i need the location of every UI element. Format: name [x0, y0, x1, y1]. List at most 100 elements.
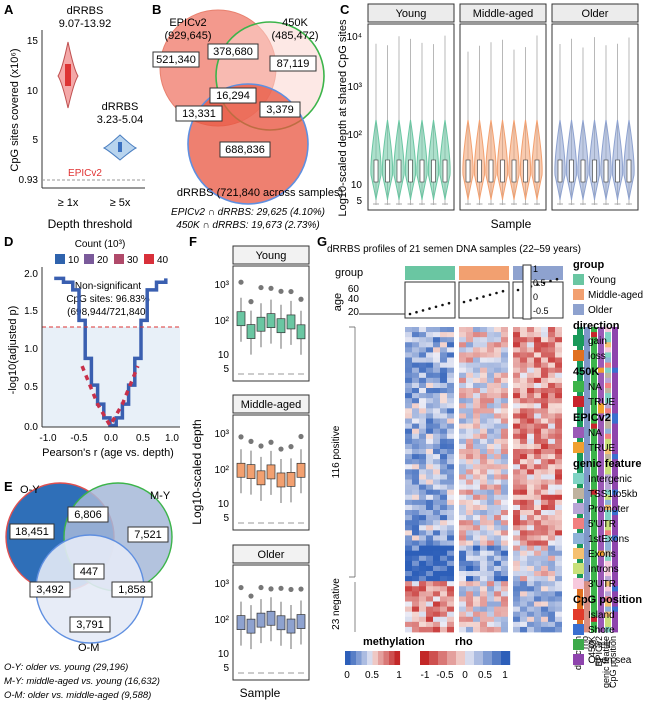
g-ann-rho — [584, 337, 590, 343]
g-heat-cell — [534, 454, 541, 460]
g-ann-epicv2 — [598, 464, 604, 470]
g-heat-cell — [447, 540, 454, 546]
g-heat-cell — [405, 535, 412, 541]
g-heat-cell — [466, 565, 473, 572]
g-heat-cell — [405, 571, 412, 577]
g-ann-rho — [584, 535, 590, 541]
c-ylabel: Log10-scaled depth at shared CpG sites — [337, 19, 349, 216]
g-ann-direction — [577, 499, 583, 506]
g-ann-epicv2 — [598, 352, 604, 358]
g-heat-cell — [426, 515, 433, 521]
g-ann-450k — [591, 393, 597, 399]
g-ann-genic — [605, 459, 611, 465]
c-box — [396, 159, 402, 183]
g-heat-cell — [466, 408, 473, 414]
g-heat-cell — [555, 408, 562, 414]
c-box — [557, 159, 563, 183]
g-ann-450k — [591, 454, 597, 460]
g-ann-direction — [577, 362, 583, 369]
g-heat-cell — [459, 382, 466, 389]
g-age-point — [428, 307, 431, 310]
f-outlier — [238, 434, 244, 440]
g-ann-450k — [591, 362, 597, 369]
g-heat-cell — [534, 479, 541, 485]
g-heat-cell — [501, 459, 508, 465]
g-ann-cpg — [612, 555, 618, 562]
g-heat-cell — [534, 428, 541, 435]
g-legend-item: Shore — [588, 625, 615, 636]
g-heat-cell — [555, 464, 562, 470]
g-heat-cell — [520, 469, 527, 475]
g-heat-cell — [513, 347, 520, 353]
g-ann-genic — [605, 327, 611, 333]
g-heat-cell — [541, 591, 548, 597]
g-ann-genic — [605, 377, 611, 384]
g-ann-450k — [591, 621, 597, 628]
g-heat-cell — [405, 327, 412, 333]
g-ann-rho — [584, 616, 590, 623]
g-heat-cell — [447, 469, 454, 475]
g-heat-cell — [466, 367, 473, 374]
g-heat-cell — [534, 433, 541, 440]
g-heat-cell — [520, 601, 527, 607]
g-heat-cell — [494, 388, 501, 394]
g-heat-cell — [494, 489, 501, 496]
g-heat-cell — [480, 489, 487, 496]
g-heat-cell — [419, 337, 426, 343]
f-facet-frame — [232, 564, 310, 681]
g-heat-cell — [527, 459, 534, 465]
g-heat-cell — [466, 616, 473, 623]
g-heat-cell — [480, 504, 487, 511]
g-heat-cell — [541, 367, 548, 374]
g-heat-cell — [466, 413, 473, 419]
g-heat-cell — [405, 337, 412, 343]
g-heat-cell — [405, 398, 412, 404]
g-heat-cell — [412, 464, 419, 470]
g-heat-cell — [459, 555, 466, 562]
g-ann-rho — [584, 571, 590, 577]
g-heat-cell — [447, 413, 454, 419]
g-ann-cpg — [612, 469, 618, 475]
g-heat-cell — [555, 601, 562, 607]
c-ytick-10: 10 — [351, 180, 363, 191]
g-heat-cell — [534, 408, 541, 414]
g-heat-cell — [494, 555, 501, 562]
f-box — [286, 314, 296, 330]
g-heat-cell — [433, 327, 440, 333]
g-heat-cell — [501, 611, 508, 618]
g-heat-cell — [447, 510, 454, 516]
g-heat-cell — [459, 586, 466, 592]
g-heat-cell — [480, 443, 487, 450]
g-heat-cell — [548, 382, 555, 389]
g-heat-cell — [405, 372, 412, 379]
g-heat-cell — [480, 408, 487, 414]
g-ann-rho — [584, 367, 590, 374]
g-heat-cell — [473, 408, 480, 414]
g-heat-cell — [459, 530, 466, 536]
g-heat-cell — [405, 494, 412, 501]
g-heat-cell — [548, 530, 555, 536]
g-ann-450k — [591, 571, 597, 577]
c-facet-strip — [459, 3, 547, 23]
f-ytick: 5 — [223, 364, 229, 375]
g-heat-cell — [412, 398, 419, 404]
g-heat-cell — [501, 332, 508, 338]
g-heat-cell — [527, 581, 534, 587]
g-ann-cpg — [612, 413, 618, 419]
g-heat-cell — [541, 540, 548, 546]
g-heat-cell — [419, 494, 426, 501]
g-heat-cell — [433, 362, 440, 369]
g-heat-cell — [541, 454, 548, 460]
g-heat-cell — [459, 535, 466, 541]
g-heat-cell — [520, 382, 527, 389]
g-age-point — [421, 309, 425, 312]
g-heat-cell — [527, 489, 534, 496]
g-heat-cell — [501, 479, 508, 485]
g-ann-direction — [577, 332, 583, 338]
g-ann-rho — [584, 423, 590, 430]
g-heat-cell — [548, 403, 555, 409]
g-ann-epicv2 — [598, 616, 604, 623]
g-heat-cell — [487, 398, 494, 404]
g-heat-cell — [534, 606, 541, 613]
g-heat-cell — [447, 342, 454, 348]
